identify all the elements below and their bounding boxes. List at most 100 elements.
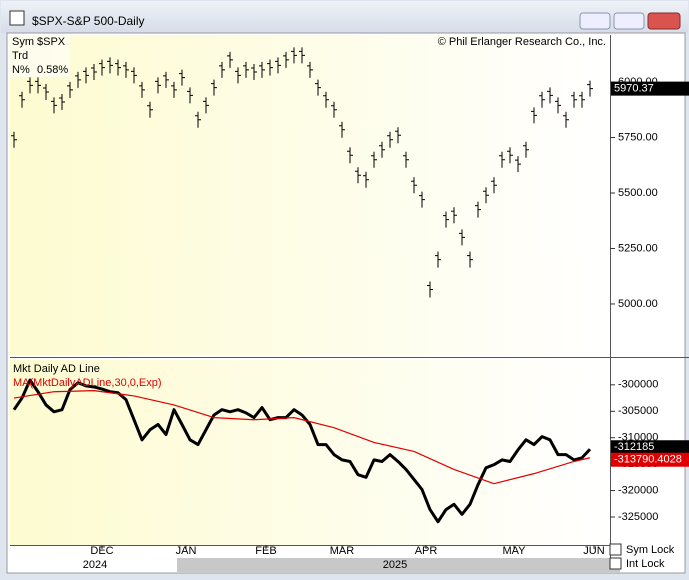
x-tick-label: MAY: [502, 545, 526, 557]
legend-label: MA(MktDailyADLine,30,0,Exp): [13, 377, 162, 389]
year-cell: [10, 558, 177, 572]
price-bar: [243, 61, 249, 78]
x-tick-label: FEB: [255, 545, 276, 557]
price-bar: [291, 47, 297, 64]
x-tick-label: JUN: [583, 545, 604, 557]
price-bar: [211, 79, 217, 96]
app-icon: [9, 10, 25, 26]
price-bar: [331, 101, 337, 118]
price-bar: [547, 87, 553, 104]
price-bar: [459, 229, 465, 246]
price-bar: [363, 171, 369, 188]
price-bar: [115, 59, 121, 76]
price-bar: [67, 81, 73, 98]
checkbox-label: Int Lock: [626, 558, 665, 570]
price-bar: [19, 91, 25, 108]
price-bar: [475, 201, 481, 218]
price-bar: [27, 77, 33, 94]
price-bar: [123, 61, 129, 78]
plot: [11, 47, 593, 298]
price-bar: [467, 251, 473, 268]
price-bar: [267, 59, 273, 76]
y-tick-label: -325000: [618, 511, 658, 523]
info-label: N%: [12, 64, 30, 76]
y-tick-label: -305000: [618, 405, 658, 417]
price-bar: [83, 67, 89, 84]
info-value: 0.58%: [37, 64, 68, 76]
year-label: 2024: [83, 559, 107, 571]
year-cell: [177, 558, 620, 572]
price-bar: [355, 167, 361, 184]
price-bar: [515, 156, 521, 173]
price-bar: [315, 79, 321, 96]
x-tick-label: APR: [415, 545, 438, 557]
price-bar: [531, 107, 537, 124]
y-tick-label: -300000: [618, 379, 658, 391]
x-tick-label: MAR: [330, 545, 355, 557]
price-bar: [507, 147, 513, 164]
price-panel: [10, 35, 610, 355]
info-box: [10, 35, 70, 77]
checkbox[interactable]: [609, 543, 622, 556]
price-bar: [339, 121, 345, 138]
checkbox[interactable]: [609, 557, 622, 570]
y-tick-label: 5500.00: [618, 187, 658, 199]
price-bar: [35, 77, 41, 94]
y-tick-label: 5000.00: [618, 298, 658, 310]
price-bar: [299, 47, 305, 64]
last-value-label: -313790.4028: [614, 454, 682, 466]
last-value-label: -312185: [614, 441, 654, 453]
price-bar: [347, 147, 353, 164]
maximize-button[interactable]: [613, 12, 645, 30]
price-bar: [11, 131, 17, 148]
last-value-box: [611, 81, 689, 96]
price-bar: [387, 131, 393, 148]
price-bar: [491, 177, 497, 194]
title-bar: [1, 1, 688, 33]
price-bar: [483, 187, 489, 204]
price-bar: [499, 151, 505, 168]
price-bar: [155, 77, 161, 94]
series-line: [12, 378, 592, 524]
close-button[interactable]: [647, 12, 681, 30]
plot: [12, 378, 592, 524]
info-label: Trd: [12, 50, 28, 62]
y-tick-label: -320000: [618, 484, 658, 496]
last-value-box: [611, 440, 689, 455]
price-bar: [43, 84, 49, 101]
price-bar: [91, 64, 97, 81]
price-bar: [195, 111, 201, 128]
checkbox-label: Sym Lock: [626, 544, 675, 556]
price-bar: [99, 59, 105, 76]
price-bar: [379, 141, 385, 158]
price-bar: [171, 81, 177, 98]
price-bar: [107, 57, 113, 74]
price-bar: [587, 80, 593, 97]
price-bar: [427, 281, 433, 298]
y-tick-label: 5750.00: [618, 131, 658, 143]
price-bar: [323, 91, 329, 108]
info-label: Sym: [12, 36, 34, 48]
price-bar: [139, 81, 145, 98]
copyright: © Phil Erlanger Research Co., Inc.: [438, 36, 606, 48]
price-bar: [283, 51, 289, 68]
price-bar: [435, 251, 441, 268]
price-bar: [51, 97, 57, 114]
x-tick-label: DEC: [90, 545, 113, 557]
price-bar: [403, 151, 409, 168]
minimize-button[interactable]: [579, 12, 611, 30]
price-bar: [131, 67, 137, 84]
price-bar: [411, 177, 417, 194]
price-bar: [563, 111, 569, 128]
series-line: [13, 390, 591, 485]
price-bar: [571, 91, 577, 108]
price-bar: [539, 91, 545, 108]
price-bar: [227, 51, 233, 68]
price-bar: [555, 97, 561, 114]
price-bar: [163, 71, 169, 88]
price-bar: [579, 91, 585, 108]
price-bar: [59, 94, 65, 111]
price-bar: [395, 127, 401, 144]
